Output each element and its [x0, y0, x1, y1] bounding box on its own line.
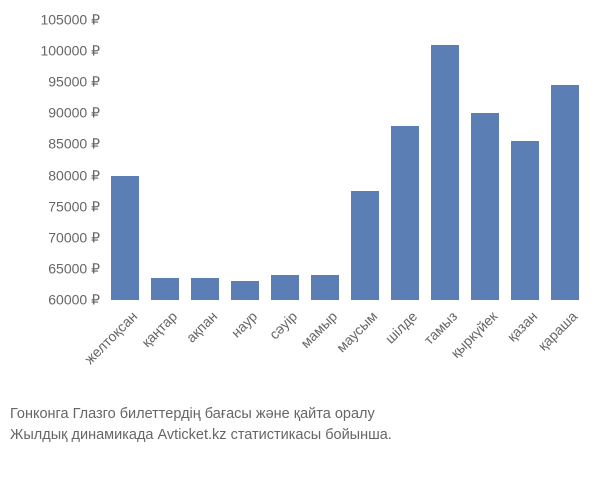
bar [151, 278, 179, 300]
x-tick-label: маусым [333, 308, 380, 355]
bar [311, 275, 339, 300]
y-tick-label: 95000 ₽ [10, 74, 100, 91]
bar [271, 275, 299, 300]
x-axis: желтоқсанқаңтарақпаннаурсәуірмамырмаусым… [105, 300, 585, 380]
caption-line-2: Жылдық динамикада Avticket.kz статистика… [10, 425, 590, 445]
bar [511, 141, 539, 300]
bar [111, 176, 139, 300]
bar [551, 85, 579, 300]
y-tick-label: 105000 ₽ [10, 12, 100, 29]
price-chart: 60000 ₽ 65000 ₽ 70000 ₽ 75000 ₽ 80000 ₽ 85000… [10, 20, 590, 380]
y-tick-label: 80000 ₽ [10, 167, 100, 184]
bar [351, 191, 379, 300]
caption-line-1: Гонконга Глазго билеттердің бағасы және … [10, 404, 590, 424]
y-tick-label: 90000 ₽ [10, 105, 100, 122]
x-tick-label: қаңтар [138, 308, 180, 350]
x-tick-label: қараша [535, 308, 581, 354]
x-tick-label: шілде [382, 308, 421, 347]
bar [191, 278, 219, 300]
x-tick-label: сәуір [266, 308, 300, 342]
y-tick-label: 65000 ₽ [10, 260, 100, 277]
y-tick-label: 60000 ₽ [10, 292, 100, 309]
y-tick-label: 100000 ₽ [10, 43, 100, 60]
y-tick-label: 75000 ₽ [10, 198, 100, 215]
x-tick-label: қазан [504, 308, 541, 345]
x-tick-label: наур [228, 308, 261, 341]
y-tick-label: 70000 ₽ [10, 229, 100, 246]
bar [391, 126, 419, 300]
y-axis: 60000 ₽65000 ₽70000 ₽75000 ₽80000 ₽85000… [10, 20, 100, 300]
chart-caption: Гонконга Глазго билеттердің бағасы және … [10, 404, 590, 445]
bar [471, 113, 499, 300]
y-tick-label: 85000 ₽ [10, 136, 100, 153]
x-tick-label: ақпан [183, 308, 220, 345]
bar [231, 281, 259, 300]
bar [431, 45, 459, 300]
x-tick-label: желтоқсан [81, 308, 140, 367]
plot-area [105, 20, 585, 300]
